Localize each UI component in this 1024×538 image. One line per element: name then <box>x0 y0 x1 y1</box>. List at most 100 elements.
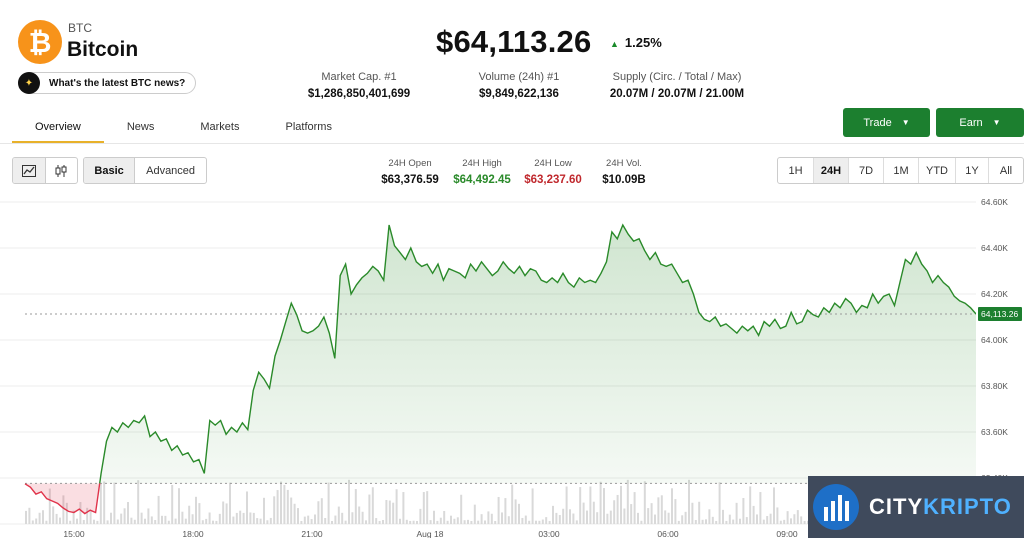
news-button-label: What's the latest BTC news? <box>49 77 186 89</box>
range-ytd[interactable]: YTD <box>918 158 955 183</box>
chart-type-toggle <box>12 157 78 184</box>
volume-bar <box>463 520 466 524</box>
volume-bar <box>776 507 779 524</box>
volume-bar <box>419 508 422 524</box>
volume-bar <box>538 520 541 524</box>
volume-bar <box>422 492 425 524</box>
volume-bar <box>725 520 728 524</box>
volume-bar <box>579 487 582 524</box>
volume-bar <box>212 520 214 524</box>
stat-value: 20.07M / 20.07M / 21.00M <box>609 88 745 100</box>
coin-symbol: BTC <box>68 21 92 35</box>
volume-bar <box>416 520 418 524</box>
volume-bar <box>178 488 180 524</box>
range-all[interactable]: All <box>988 158 1023 183</box>
line-chart-button[interactable] <box>13 158 45 183</box>
x-tick-label: 03:00 <box>538 529 560 538</box>
volume-bar <box>790 518 792 524</box>
volume-bar <box>395 489 398 524</box>
trade-button[interactable]: Trade ▼ <box>843 108 930 137</box>
ohlc-low: 24H Low $63,237.60 <box>519 158 587 186</box>
volume-bar <box>79 502 82 524</box>
volume-bar <box>371 487 374 524</box>
volume-bar <box>630 504 633 524</box>
volume-bar <box>225 503 228 524</box>
earn-button[interactable]: Earn ▼ <box>936 108 1024 137</box>
volume-bar <box>45 520 48 524</box>
volume-bar <box>144 518 146 524</box>
range-1m[interactable]: 1M <box>883 158 918 183</box>
volume-bar <box>626 479 629 524</box>
volume-bar <box>436 520 439 524</box>
volume-bar <box>742 498 745 524</box>
coin-logo: ₿ <box>18 20 62 64</box>
volume-bar <box>116 519 119 524</box>
stat-supply: Supply (Circ. / Total / Max) 20.07M / 20… <box>596 71 758 100</box>
volume-bar <box>174 518 177 524</box>
volume-bar <box>654 514 656 524</box>
volume-bar <box>524 515 527 524</box>
volume-bar <box>582 502 585 524</box>
basic-button[interactable]: Basic <box>84 158 135 183</box>
volume-bar <box>453 518 456 524</box>
volume-bar <box>150 516 153 524</box>
advanced-button[interactable]: Advanced <box>134 158 206 183</box>
volume-bar <box>586 510 588 524</box>
range-1h[interactable]: 1H <box>788 164 803 177</box>
volume-bar <box>137 480 140 524</box>
volume-bar <box>497 496 500 524</box>
y-tick-label: 64.00K <box>981 335 1008 345</box>
volume-bar <box>694 520 697 524</box>
volume-bar <box>514 499 517 524</box>
volume-bar <box>181 511 184 524</box>
volume-bar <box>310 519 313 524</box>
volume-bar <box>412 520 415 524</box>
volume-bar <box>201 520 204 524</box>
volume-bar <box>218 513 221 524</box>
volume-bar <box>643 481 646 524</box>
volume-bar <box>368 494 371 524</box>
tab-overview[interactable]: Overview <box>12 112 104 143</box>
volume-bar <box>354 489 357 524</box>
tab-platforms[interactable]: Platforms <box>285 121 332 133</box>
x-tick-label: 09:00 <box>776 529 798 538</box>
volume-bar <box>565 486 568 524</box>
tab-markets[interactable]: Markets <box>200 121 240 133</box>
volume-bar <box>140 512 143 524</box>
volume-bar <box>246 491 248 524</box>
volume-bar <box>365 520 367 524</box>
candlestick-button[interactable] <box>44 158 77 183</box>
volume-bar <box>555 512 558 524</box>
volume-bar <box>300 520 303 524</box>
volume-bar <box>766 516 769 524</box>
volume-bar <box>405 519 408 524</box>
volume-bar <box>171 484 174 524</box>
volume-bar <box>745 517 748 524</box>
volume-bar <box>728 514 731 524</box>
volume-bar <box>375 518 378 524</box>
range-1y[interactable]: 1Y <box>955 158 988 183</box>
volume-bar <box>623 508 626 524</box>
volume-bar <box>205 518 208 524</box>
range-24h[interactable]: 24H <box>813 158 848 183</box>
tab-bar: Overview News Markets Platforms <box>12 112 355 143</box>
volume-bar <box>572 513 575 524</box>
volume-bar <box>402 492 405 524</box>
tab-news[interactable]: News <box>126 121 155 133</box>
volume-bar <box>671 488 673 524</box>
volume-bar <box>65 502 68 524</box>
volume-bar <box>681 515 684 524</box>
range-7d[interactable]: 7D <box>848 158 883 183</box>
volume-bar <box>259 518 262 524</box>
volume-bar <box>504 498 507 524</box>
volume-bar <box>552 505 554 524</box>
volume-bar <box>269 517 272 524</box>
volume-bar <box>263 497 265 524</box>
volume-bar <box>511 484 514 524</box>
volume-bar <box>531 488 534 524</box>
volume-bar <box>89 511 92 524</box>
volume-bar <box>99 483 102 524</box>
news-button[interactable]: ✦ What's the latest BTC news? <box>18 72 197 94</box>
ohlc-label: 24H Vol. <box>606 158 642 169</box>
volume-bar <box>507 516 510 524</box>
